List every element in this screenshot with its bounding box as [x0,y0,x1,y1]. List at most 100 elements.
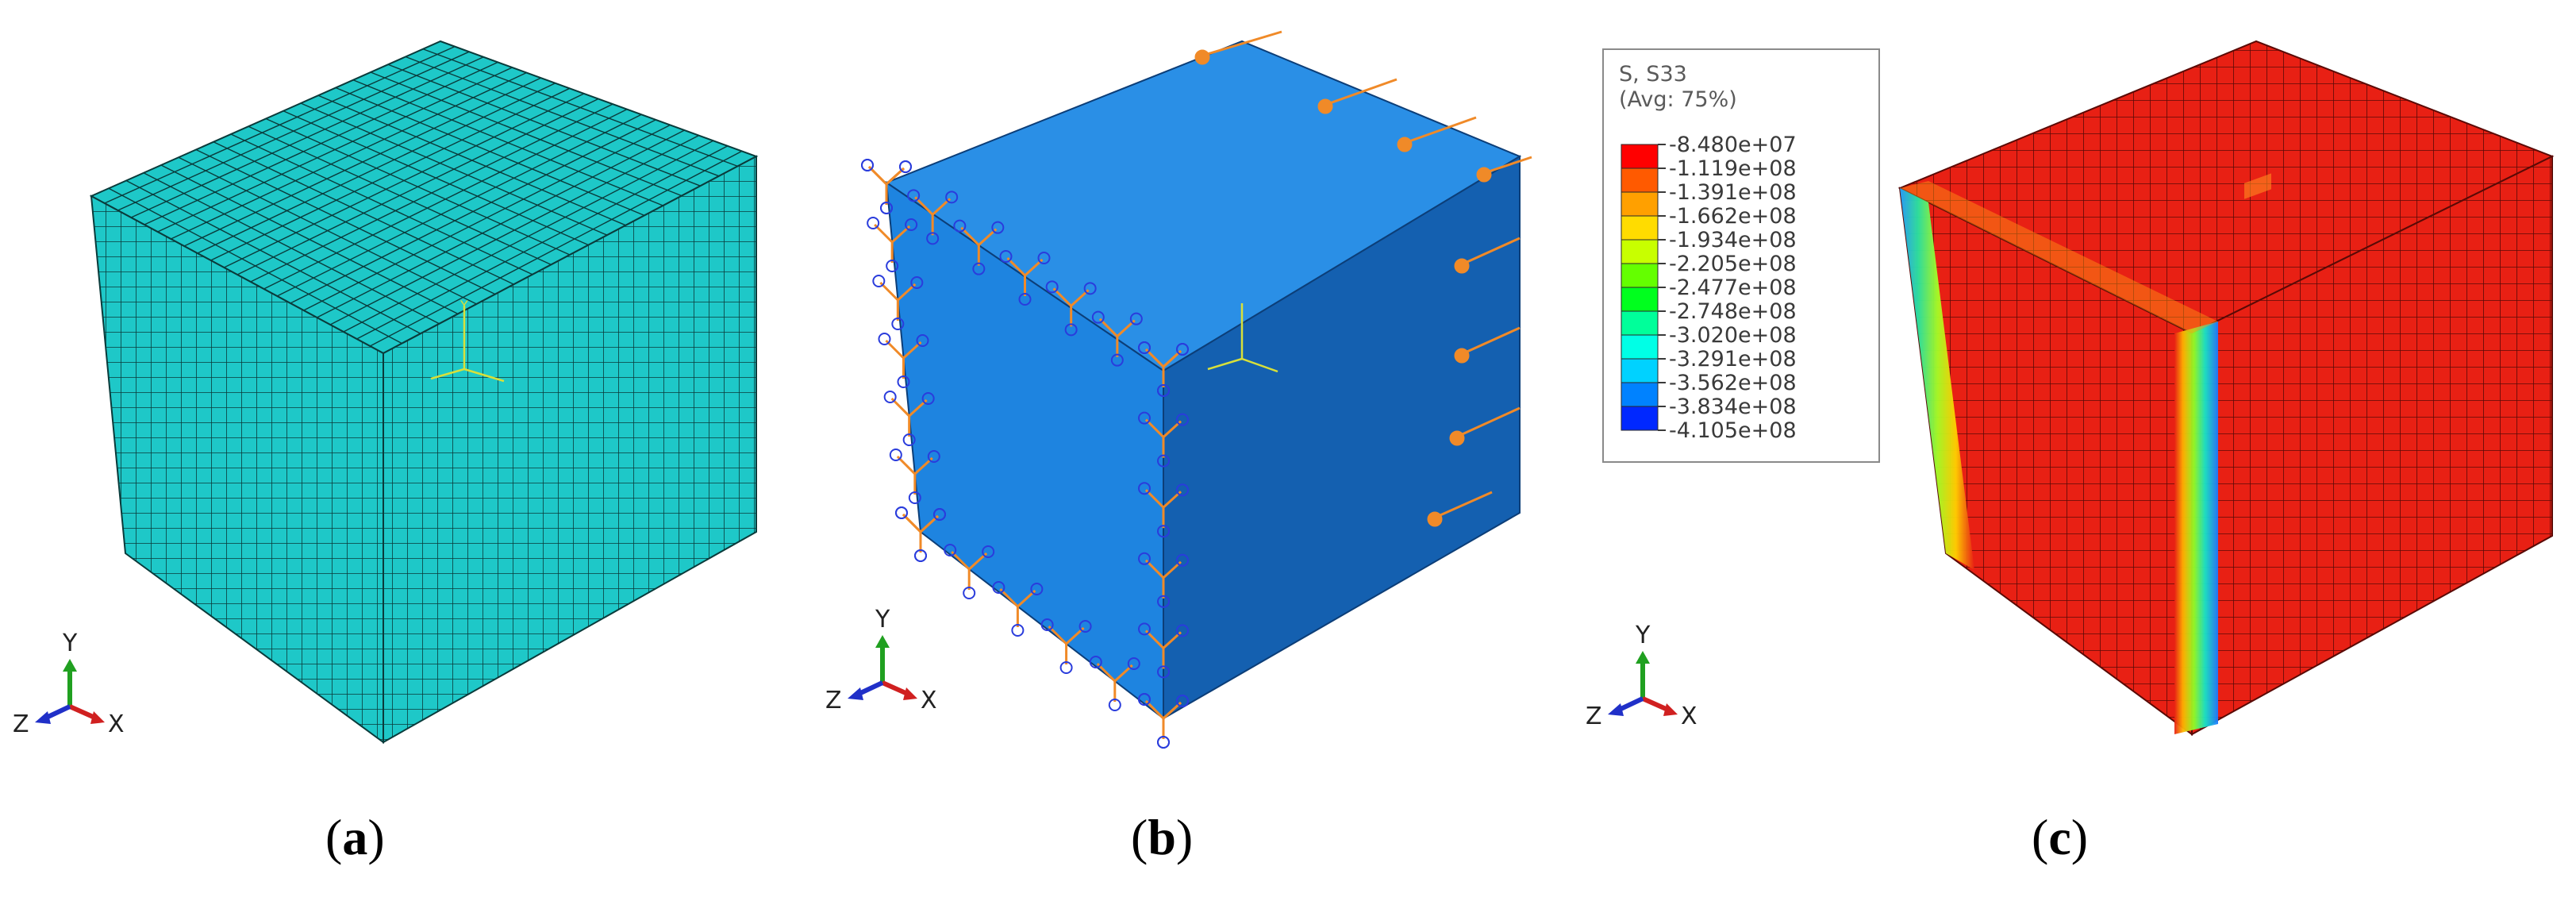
legend-value: -4.105e+08 [1669,418,1797,443]
bc-symbol [883,391,935,446]
bc-symbol [872,275,924,330]
legend-band [1621,358,1659,383]
panel-c-global-triad: Y X Z [1586,622,1697,730]
legend-value: -1.662e+08 [1669,204,1797,229]
triad-x-arrow [1663,703,1678,716]
load-arrow [1454,326,1521,364]
triad-z-arrow [1608,703,1624,716]
legend-value: -1.119e+08 [1669,156,1797,181]
legend-band [1621,287,1659,312]
panel-b-pressure-loads [1194,30,1532,527]
legend-band [1621,334,1659,360]
triad-z-label: Z [13,710,29,738]
legend-averaging: (Avg: 75%) [1619,87,1737,112]
triad-y-label: Y [1635,622,1651,649]
bc-symbol [992,581,1044,637]
bc-symbol [1138,693,1189,749]
caption-c: (c) [2032,809,2088,865]
triad-y-label: Y [875,606,890,633]
panel-b-local-csys [1207,303,1278,373]
triad-z-label: Z [1586,703,1602,730]
panel-a-csys-y-label: Y [459,298,468,313]
triad-z-arrow [848,687,863,700]
triad-x-label: X [1681,703,1697,730]
panel-b-global-triad: Y X Z [825,606,937,714]
bc-symbol [1138,622,1189,679]
legend-band [1621,263,1659,288]
panel-c-stress-contour [1897,40,2555,736]
bc-symbol [1138,411,1189,468]
load-arrow [1427,491,1493,527]
load-arrow [1449,406,1521,446]
triad-z-label: Z [825,687,842,714]
legend-value: -2.748e+08 [1669,299,1797,324]
load-arrow [1317,78,1398,114]
triad-x-arrow [903,687,917,700]
legend-value: -3.291e+08 [1669,347,1797,372]
bc-symbol [889,449,940,504]
triad-y-label: Y [62,630,78,657]
bc-symbol [878,333,929,388]
legend-value: -3.562e+08 [1669,371,1797,395]
triad-y-arrow [1636,651,1650,664]
load-arrow [1476,156,1532,183]
bc-symbol [1045,280,1097,337]
panel-b-boundary-conditions [861,159,1189,749]
bc-symbol [895,506,946,562]
bc-symbol [999,250,1051,306]
bc-symbol [1089,656,1140,711]
triad-x-label: X [921,687,937,714]
legend-band [1621,215,1659,241]
legend-band [1621,382,1659,407]
triad-x-label: X [108,710,125,738]
legend-band [1621,191,1659,217]
panel-c-top-hotspot [2244,173,2271,199]
legend-values: -8.480e+07-1.119e+08-1.391e+08-1.662e+08… [1658,133,1797,443]
bc-symbol [907,189,959,245]
bc-symbol [953,219,1005,275]
bc-symbol [1091,310,1143,367]
triad-x-arrow [90,711,105,724]
legend-band [1621,167,1659,193]
bc-symbol [861,159,912,214]
panel-c-corner-gradient [2174,322,2218,734]
legend-band [1621,239,1659,264]
caption-b: (b) [1131,809,1193,865]
triad-z-arrow [35,711,51,724]
panel-a-global-triad: Y X Z [13,630,125,738]
triad-y-arrow [63,659,77,672]
legend-band [1621,406,1659,431]
bc-symbol [1138,341,1189,397]
load-arrow [1454,237,1521,274]
panel-a-mesh-model: Y [89,40,759,744]
panel-b-right-face [1163,155,1521,720]
bc-symbol [944,544,995,599]
legend-value: -1.391e+08 [1669,180,1797,205]
legend-value: -1.934e+08 [1669,228,1797,252]
load-arrow [1194,30,1282,65]
legend-value: -2.477e+08 [1669,275,1797,300]
panel-a-local-csys [430,306,505,383]
legend-value: -3.834e+08 [1669,395,1797,419]
legend-band [1621,310,1659,336]
bc-symbol [1040,618,1092,674]
bc-symbol [867,217,918,272]
legend-value: -2.205e+08 [1669,252,1797,276]
panel-a-right-face [383,155,757,744]
bc-symbol [1138,482,1189,538]
panel-a-top-face [89,40,759,355]
legend-value: -3.020e+08 [1669,323,1797,348]
legend-color-bands [1621,144,1659,431]
caption-a: (a) [325,809,385,865]
bc-symbol [1138,552,1189,608]
legend-value: -8.480e+07 [1669,133,1797,157]
panel-c-left-edge-gradient [1900,188,1974,570]
triad-y-arrow [875,635,890,648]
legend-title: S, S33 [1619,62,1687,87]
panel-c-top-edge-band [1900,181,2218,333]
contour-legend: S, S33 (Avg: 75%) -8.480e+07-1.119e+08-1… [1602,48,1880,463]
legend-band [1621,144,1659,169]
load-arrow [1397,116,1477,152]
panel-b-loaded-model [861,30,1532,749]
